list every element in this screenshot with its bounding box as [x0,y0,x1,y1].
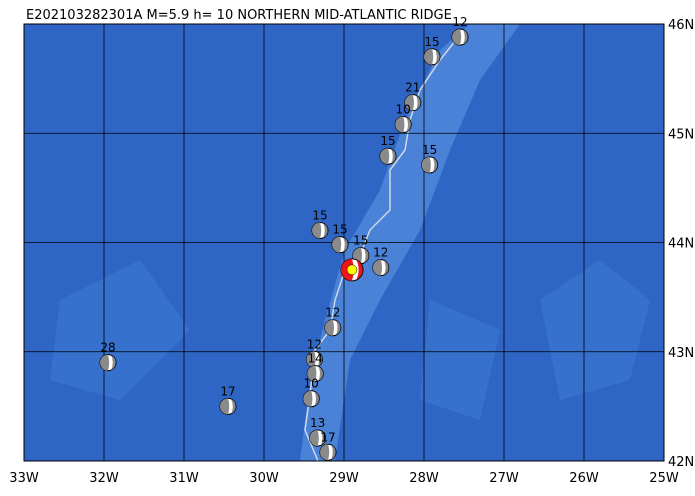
beachball [372,259,390,277]
beachball [309,429,327,447]
lat-tick-label: 46N [668,18,694,33]
beachball-quadrant [317,352,323,367]
beachball-quadrant [432,157,438,173]
depth-label: 15 [380,134,395,148]
beachball-quadrant [331,445,336,460]
depth-label: 21 [405,81,420,95]
lat-tick-label: 42N [668,455,694,470]
beachball-quadrant [320,444,330,461]
beachball-quadrant [318,366,323,381]
beachball-quadrant [424,48,434,65]
beachball-quadrant [380,148,390,165]
beachball-quadrant [463,29,468,45]
beachball [305,350,323,368]
beachball-quadrant [404,94,414,111]
depth-label: 15 [422,143,437,157]
seafloor-shade [50,260,650,420]
beachball-quadrant [312,222,322,239]
beachball [99,354,117,372]
depth-label: 17 [320,430,335,444]
beachball-quadrant [384,260,389,275]
beachball-quadrant [336,320,341,335]
lon-tick-label: 31W [169,471,199,486]
beachball-quadrant [307,365,317,382]
beachball-quadrant [306,351,316,368]
beachball-quadrant [416,95,421,110]
beachball-quadrant [356,259,363,280]
lat-tick-label: 43N [668,346,694,361]
depth-label: 10 [396,103,411,117]
beachball [451,28,469,46]
lat-tick-label: 45N [668,127,694,142]
depth-label: 12 [452,15,467,29]
lon-tick-label: 33W [9,471,39,486]
beachball-quadrant [220,398,230,415]
beachball-quadrant [100,354,110,371]
lon-tick-label: 27W [489,471,519,486]
lat-tick-label: 44N [668,237,694,252]
lon-tick-label: 32W [89,471,119,486]
beachball [311,221,329,239]
depth-label: 12 [373,246,388,260]
beachball [423,48,441,66]
beachball [219,397,237,415]
depth-label: 15 [353,234,368,248]
beachball [324,319,342,337]
beachball-quadrant [309,430,319,447]
beachball [306,365,324,383]
lon-tick-label: 26W [569,471,599,486]
beachball-quadrant [435,49,440,64]
beachball [302,390,320,408]
depth-label: 12 [325,306,340,320]
beachball-quadrant [406,117,411,132]
depth-label: 12 [307,337,322,351]
beachball-quadrant [111,355,116,370]
depth-label: 10 [304,377,319,391]
beachball [421,156,439,174]
depth-label: 17 [220,384,235,398]
beachball [379,147,397,165]
beachball-quadrant [332,236,342,253]
lon-tick-label: 29W [329,471,359,486]
beachball-quadrant [452,29,462,46]
lon-tick-label: 25W [649,471,679,486]
lon-tick-label: 28W [409,471,439,486]
beachball [404,94,422,112]
beachball-quadrant [314,391,319,406]
beachball-quadrant [320,430,326,446]
beachball-quadrant [303,390,313,407]
depth-label: 14 [308,352,323,366]
beachball-quadrant [324,319,334,336]
depth-label: 15 [424,35,439,49]
depth-label: 28 [100,341,115,355]
beachball-quadrant [391,148,396,164]
lon-tick-label: 30W [249,471,279,486]
title: E202103282301A M=5.9 h= 10 NORTHERN MID-… [26,8,452,23]
depth-label: 15 [312,208,327,222]
beachball-quadrant [343,237,348,252]
beachball [319,443,337,461]
depth-label: 15 [332,223,347,237]
beachball-quadrant [395,116,405,133]
beachball-quadrant [364,248,369,263]
beachball-quadrant [372,259,382,276]
beachball-quadrant [421,156,431,173]
epicenter [346,264,358,276]
beachball [394,116,412,134]
beachball-quadrant [231,399,236,414]
beachball [331,236,349,254]
depth-label: 13 [310,416,325,430]
beachball-quadrant [323,223,328,238]
frame [23,23,665,462]
